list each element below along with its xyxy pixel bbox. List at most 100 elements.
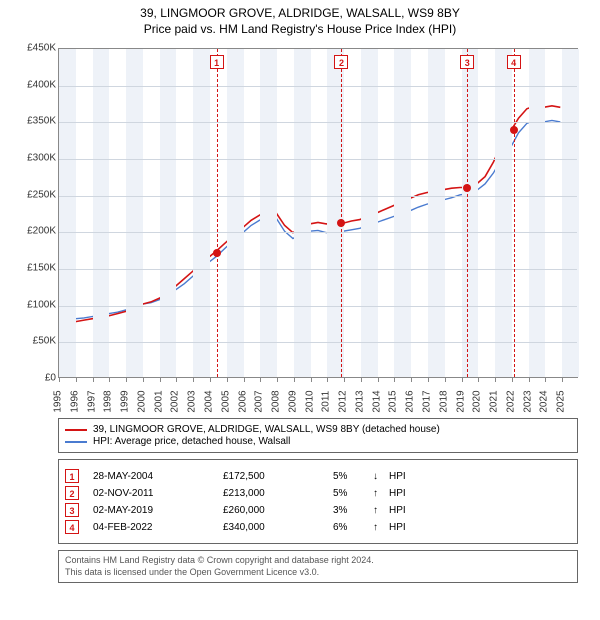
x-tick [462,377,463,382]
event-row: 404-FEB-2022£340,0006%↑HPI [65,520,571,534]
y-axis-label: £250K [27,189,56,200]
plot-band [126,49,143,377]
x-axis-label: 2015 [388,390,399,412]
plot-band [529,49,546,377]
event-dot [213,249,221,257]
plot-band [160,49,177,377]
x-tick [478,377,479,382]
x-tick [193,377,194,382]
legend-item: 39, LINGMOOR GROVE, ALDRIDGE, WALSALL, W… [65,424,571,435]
x-axis-label: 2023 [522,390,533,412]
event-dot [337,219,345,227]
event-suffix: HPI [389,488,406,499]
event-suffix: HPI [389,522,406,533]
plot-band [93,49,110,377]
y-axis-label: £50K [33,336,56,347]
footer-box: Contains HM Land Registry data © Crown c… [58,550,578,583]
gridline-h [59,306,577,307]
x-axis-label: 2019 [455,390,466,412]
x-axis-label: 1998 [103,390,114,412]
title-line-1: 39, LINGMOOR GROVE, ALDRIDGE, WALSALL, W… [10,6,590,20]
event-badge: 4 [507,55,521,69]
y-axis-label: £0 [45,373,56,384]
event-dot [510,126,518,134]
legend-item: HPI: Average price, detached house, Wals… [65,436,571,447]
x-tick [93,377,94,382]
x-tick [109,377,110,382]
x-tick [176,377,177,382]
event-row: 302-MAY-2019£260,0003%↑HPI [65,503,571,517]
x-axis-label: 2004 [203,390,214,412]
x-axis-label: 1999 [120,390,131,412]
event-arrow-icon: ↑ [373,488,389,499]
x-tick [394,377,395,382]
event-row-badge: 3 [65,503,79,517]
x-tick [126,377,127,382]
event-badge: 1 [210,55,224,69]
footer-line-2: This data is licensed under the Open Gov… [65,567,571,579]
x-tick [277,377,278,382]
x-axis-label: 2001 [153,390,164,412]
event-dot [463,184,471,192]
x-axis-label: 2025 [556,390,567,412]
y-axis-label: £300K [27,153,56,164]
event-row-badge: 1 [65,469,79,483]
x-axis-label: 2012 [338,390,349,412]
y-axis-label: £150K [27,263,56,274]
event-suffix: HPI [389,471,406,482]
event-date: 02-NOV-2011 [93,488,223,499]
x-axis-label: 2020 [472,390,483,412]
x-axis-label: 2009 [287,390,298,412]
event-pct: 3% [333,505,373,516]
event-date: 04-FEB-2022 [93,522,223,533]
y-axis-label: £400K [27,79,56,90]
plot-region: 1234 [58,48,578,378]
event-price: £340,000 [223,522,333,533]
event-vline [217,49,218,377]
x-tick [529,377,530,382]
x-axis-label: 1997 [86,390,97,412]
x-axis-label: 1995 [53,390,64,412]
x-axis-label: 2003 [187,390,198,412]
x-tick [143,377,144,382]
x-axis-label: 2016 [405,390,416,412]
plot-band [361,49,378,377]
x-tick [210,377,211,382]
x-axis-label: 2011 [321,391,332,413]
footer-line-1: Contains HM Land Registry data © Crown c… [65,555,571,567]
x-axis-label: 2018 [438,390,449,412]
x-axis-label: 2008 [271,390,282,412]
gridline-h [59,122,577,123]
x-tick [512,377,513,382]
event-pct: 6% [333,522,373,533]
event-row: 128-MAY-2004£172,5005%↓HPI [65,469,571,483]
x-tick [361,377,362,382]
plot-band [227,49,244,377]
plot-band [428,49,445,377]
x-axis-label: 2010 [304,390,315,412]
plot-band [260,49,277,377]
event-pct: 5% [333,471,373,482]
x-axis-label: 2005 [220,390,231,412]
x-tick [445,377,446,382]
event-row-badge: 4 [65,520,79,534]
x-tick [327,377,328,382]
x-axis-label: 2024 [539,390,550,412]
y-axis-label: £350K [27,116,56,127]
x-axis-label: 2002 [170,390,181,412]
event-vline [341,49,342,377]
x-axis-label: 2000 [136,390,147,412]
gridline-h [59,232,577,233]
event-vline [467,49,468,377]
x-axis-label: 2013 [354,390,365,412]
events-table: 128-MAY-2004£172,5005%↓HPI202-NOV-2011£2… [58,459,578,544]
x-axis-label: 2014 [371,390,382,412]
plot-band [59,49,76,377]
x-tick [545,377,546,382]
x-tick [227,377,228,382]
event-price: £213,000 [223,488,333,499]
x-tick [294,377,295,382]
x-axis-label: 2022 [505,390,516,412]
page: 39, LINGMOOR GROVE, ALDRIDGE, WALSALL, W… [0,0,600,620]
x-tick [311,377,312,382]
